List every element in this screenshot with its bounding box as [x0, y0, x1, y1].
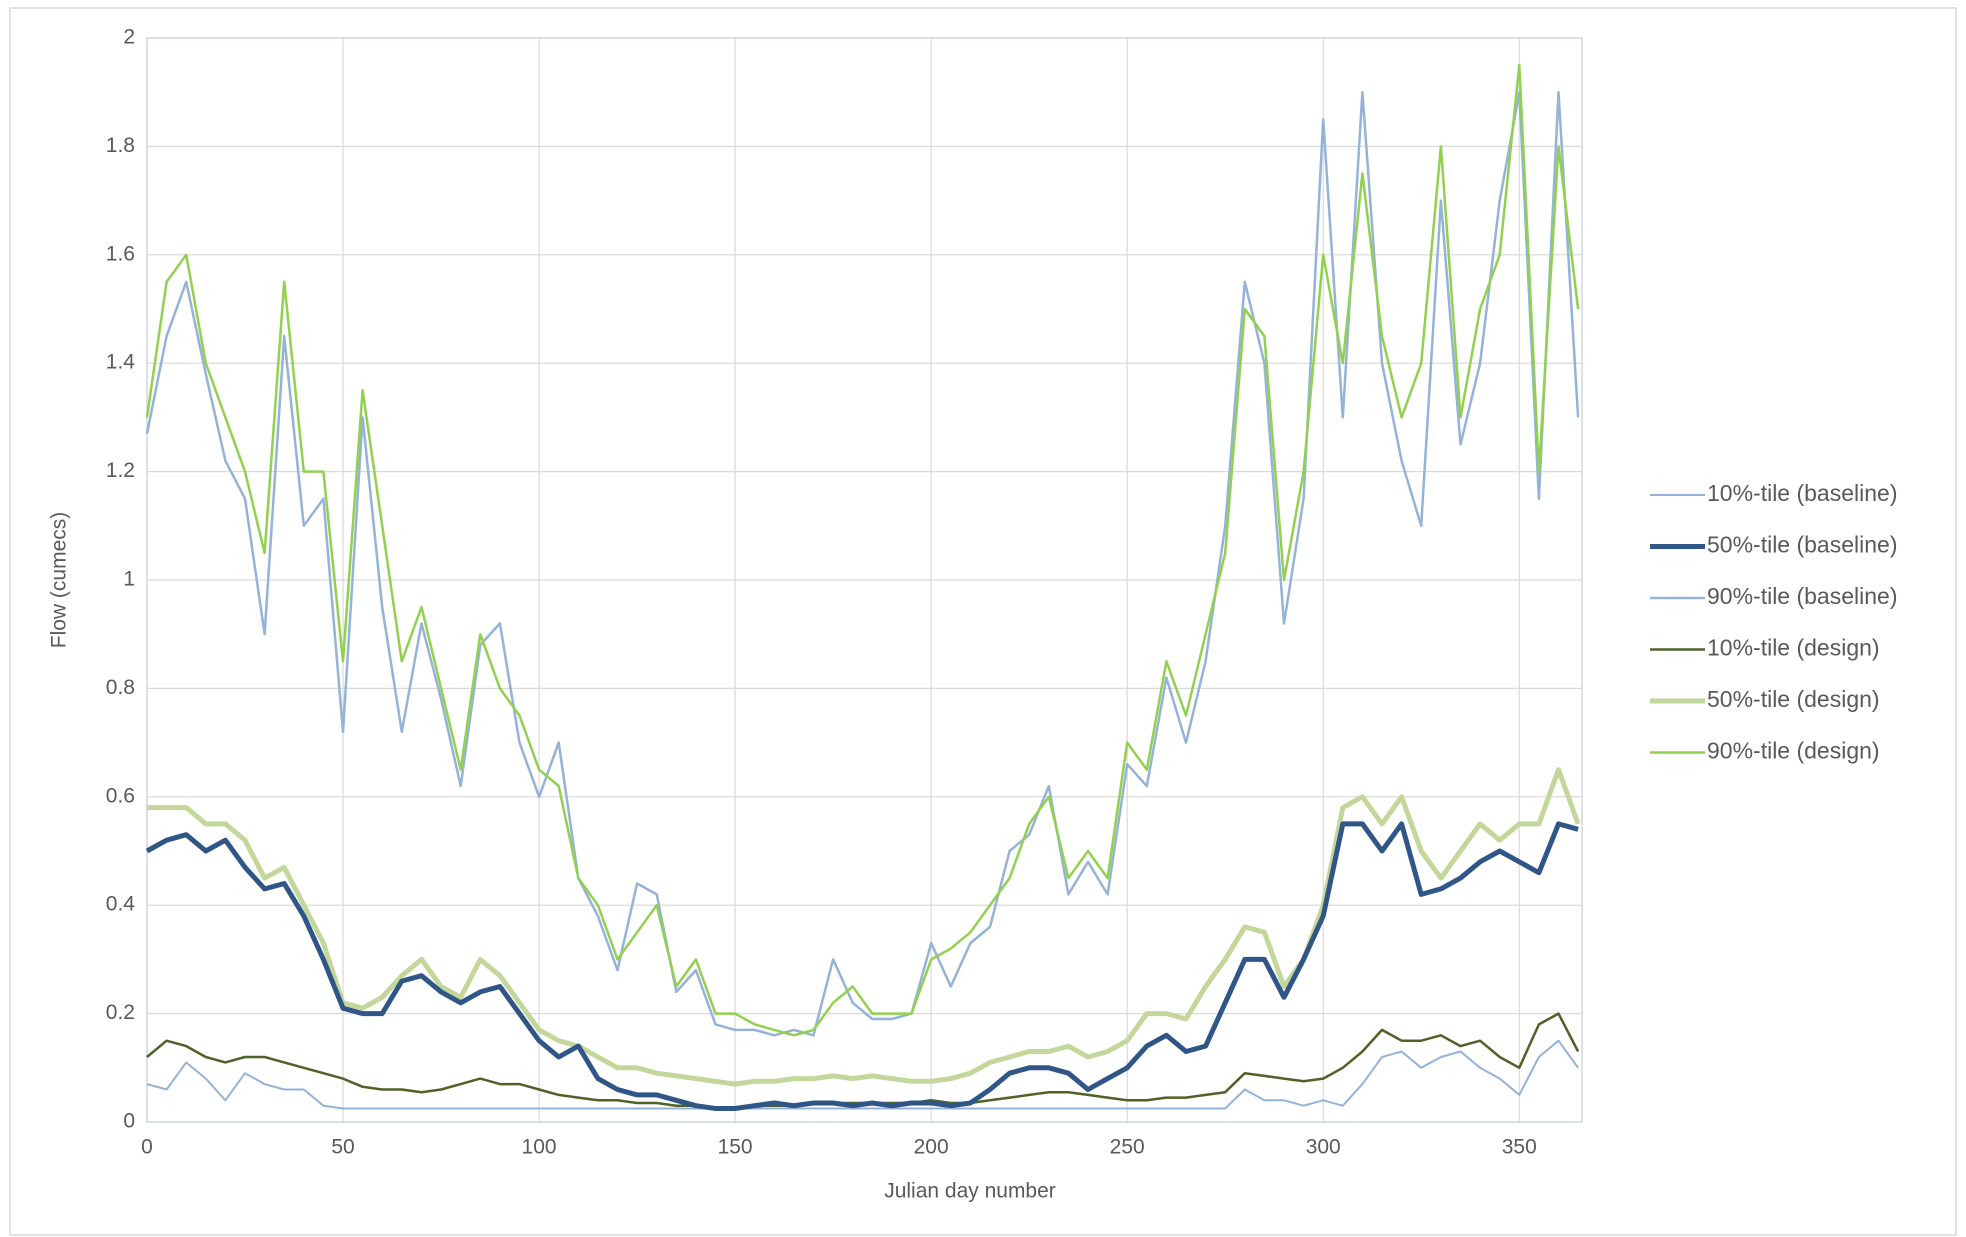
y-tick-label: 1.2 — [106, 459, 135, 482]
y-tick-label: 0.6 — [106, 784, 135, 807]
x-axis-label: Julian day number — [884, 1180, 1056, 1203]
x-tick-label: 0 — [141, 1136, 153, 1159]
x-tick-label: 50 — [331, 1136, 354, 1159]
y-tick-label: 0 — [123, 1110, 135, 1133]
legend-label: 10%-tile (design) — [1707, 635, 1880, 661]
legend-label: 90%-tile (design) — [1707, 738, 1880, 764]
series-line — [145, 90, 1580, 1037]
plot-border — [146, 37, 1583, 1123]
series-line — [147, 767, 1581, 1087]
y-tick-label: 0.2 — [106, 1001, 135, 1024]
y-tick-label: 0.4 — [106, 893, 136, 916]
x-tick-label: 200 — [914, 1136, 949, 1159]
legend-label: 90%-tile (baseline) — [1707, 583, 1897, 609]
y-tick-label: 2 — [123, 26, 135, 49]
legend-label: 50%-tile (baseline) — [1707, 532, 1897, 558]
y-tick-label: 1.6 — [106, 242, 135, 265]
series-line — [146, 1039, 1579, 1110]
legend-label: 10%-tile (baseline) — [1707, 480, 1897, 506]
y-tick-label: 1 — [123, 568, 135, 591]
legend-label: 50%-tile (design) — [1707, 686, 1880, 712]
chart-border — [9, 7, 1957, 1236]
y-tick-label: 1.8 — [106, 134, 135, 157]
y-tick-label: 1.4 — [106, 351, 136, 374]
x-tick-label: 150 — [718, 1136, 753, 1159]
series-line — [145, 821, 1579, 1111]
x-tick-label: 300 — [1306, 1136, 1341, 1159]
y-axis-label: Flow (cumecs) — [48, 512, 71, 649]
y-tick-label: 0.8 — [106, 676, 135, 699]
x-tick-label: 100 — [522, 1136, 557, 1159]
x-tick-label: 350 — [1502, 1136, 1537, 1159]
x-tick-label: 250 — [1110, 1136, 1145, 1159]
series-line — [145, 63, 1580, 1037]
